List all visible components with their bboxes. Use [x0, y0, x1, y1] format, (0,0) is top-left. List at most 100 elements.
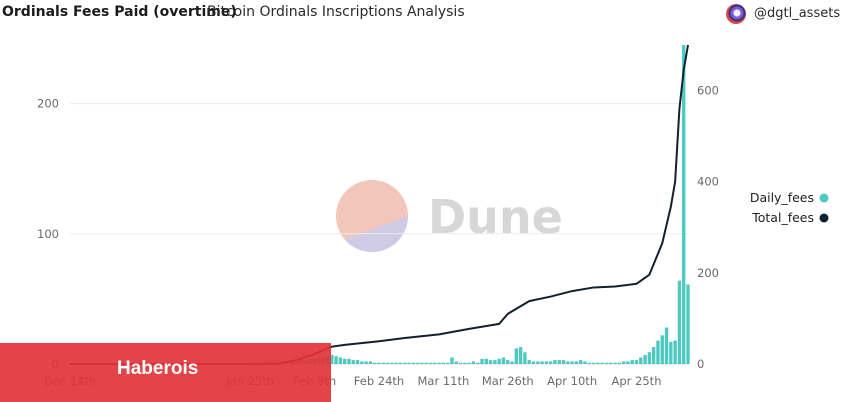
daily-fees-bar	[617, 362, 622, 364]
right-y-tick-label: 400	[697, 175, 719, 189]
daily-fees-bar	[656, 340, 660, 364]
x-tick-label: Mar 11th	[417, 374, 469, 388]
daily-fees-bar	[454, 361, 458, 364]
daily-fees-bar	[557, 360, 561, 364]
daily-fees-bar	[381, 362, 385, 364]
daily-fees-bar	[437, 362, 441, 364]
dune-logo-icon	[336, 180, 408, 252]
daily-fees-bar	[398, 362, 403, 364]
daily-fees-bar	[591, 362, 596, 364]
daily-fees-bar	[394, 362, 398, 364]
right-y-tick-label: 200	[697, 266, 719, 280]
daily-fees-bar	[609, 362, 613, 364]
daily-fees-bar	[664, 327, 669, 364]
daily-fees-bar	[561, 360, 566, 364]
daily-fees-bar	[613, 362, 617, 364]
legend-swatch	[819, 213, 829, 223]
x-tick-label: Apr 25th	[612, 374, 662, 388]
daily-fees-bar	[660, 335, 664, 364]
daily-fees-bar	[385, 362, 390, 364]
daily-fees-bar	[497, 358, 501, 364]
daily-fees-bar	[673, 340, 677, 364]
daily-fees-bar	[480, 358, 484, 364]
daily-fees-bar	[463, 362, 467, 364]
daily-fees-bar	[677, 280, 682, 364]
chart-title: Ordinals Fees Paid (overtime)	[2, 4, 237, 20]
daily-fees-bar	[493, 360, 497, 364]
daily-fees-bar	[566, 361, 570, 364]
daily-fees-bar	[523, 352, 527, 364]
grid-lines	[70, 103, 688, 365]
daily-fees-bar	[330, 354, 334, 364]
left-y-axis: 0100200	[37, 97, 59, 371]
daily-fees-bar	[548, 361, 553, 364]
daily-fees-bar	[536, 361, 540, 364]
daily-fees-bar	[355, 360, 360, 364]
daily-fees-bar	[420, 362, 424, 364]
author-avatar[interactable]	[726, 4, 746, 24]
daily-fees-bar	[484, 358, 488, 364]
daily-fees-bar	[488, 360, 493, 364]
legend-label: Daily_fees	[750, 190, 814, 205]
daily-fees-bar	[377, 362, 381, 364]
daily-fees-bar	[621, 361, 626, 364]
daily-fees-bar	[682, 45, 686, 364]
chart-subtitle: Bitcoin Ordinals Inscriptions Analysis	[207, 4, 465, 20]
daily-fees-bar	[531, 361, 536, 364]
daily-fees-bar	[596, 362, 600, 364]
daily-fees-bar	[403, 362, 407, 364]
daily-fees-bar	[458, 362, 463, 364]
daily-fees-bar	[527, 360, 531, 364]
daily-fees-bar	[510, 361, 514, 364]
x-tick-label: Apr 10th	[547, 374, 597, 388]
daily-fees-bar	[501, 357, 506, 364]
daily-fees-bar	[368, 361, 373, 364]
author-handle[interactable]: @dgtl_assets	[754, 6, 841, 21]
daily-fees-bar	[626, 361, 630, 364]
daily-fees-bar	[342, 358, 347, 364]
chart-header: Ordinals Fees Paid (overtime) Bitcoin Or…	[0, 0, 850, 30]
overlay-banner: Haberois	[0, 343, 331, 402]
overlay-brand-text: Haberois	[117, 358, 199, 379]
daily-fees-bar	[574, 361, 579, 364]
daily-fees-bar	[570, 361, 574, 364]
right-y-tick-label: 600	[697, 84, 719, 98]
legend-swatch	[819, 193, 829, 203]
daily-fees-bar	[411, 362, 416, 364]
daily-fees-bar	[476, 362, 480, 364]
daily-fees-bar	[634, 360, 639, 364]
left-y-tick-label: 200	[37, 97, 59, 111]
daily-fees-bar	[450, 357, 454, 364]
daily-fees-bar	[415, 362, 420, 364]
daily-fees-bar	[445, 362, 450, 364]
daily-fees-bar	[407, 362, 411, 364]
x-tick-label: Mar 26th	[482, 374, 534, 388]
daily-fees-bar	[600, 362, 604, 364]
legend-label: Total_fees	[751, 210, 814, 225]
daily-fees-bar	[518, 347, 523, 364]
dune-watermark: Dune	[336, 180, 563, 252]
daily-fees-bar	[428, 362, 433, 364]
daily-fees-bar	[424, 362, 428, 364]
dune-watermark-text: Dune	[428, 190, 563, 244]
daily-fees-bar	[351, 360, 355, 364]
daily-fees-bar	[544, 361, 549, 364]
daily-fees-bar	[643, 354, 647, 364]
right-y-tick-label: 0	[697, 357, 704, 371]
daily-fees-bar	[630, 360, 634, 364]
left-y-tick-label: 100	[37, 227, 59, 241]
daily-fees-bar	[669, 341, 673, 364]
daily-fees-bar	[334, 356, 338, 364]
daily-fees-bar	[506, 360, 510, 364]
daily-fees-bar	[686, 284, 690, 364]
daily-fees-bar	[347, 358, 351, 364]
x-tick-label: Feb 24th	[354, 374, 404, 388]
daily-fees-bar	[364, 361, 368, 364]
daily-fees-bar	[651, 347, 656, 364]
daily-fees-bar	[433, 362, 437, 364]
daily-fees-bar	[373, 362, 377, 364]
daily-fees-bar	[390, 362, 394, 364]
right-y-axis: 0 200 400 600	[697, 84, 719, 371]
daily-fees-bar	[553, 360, 557, 364]
